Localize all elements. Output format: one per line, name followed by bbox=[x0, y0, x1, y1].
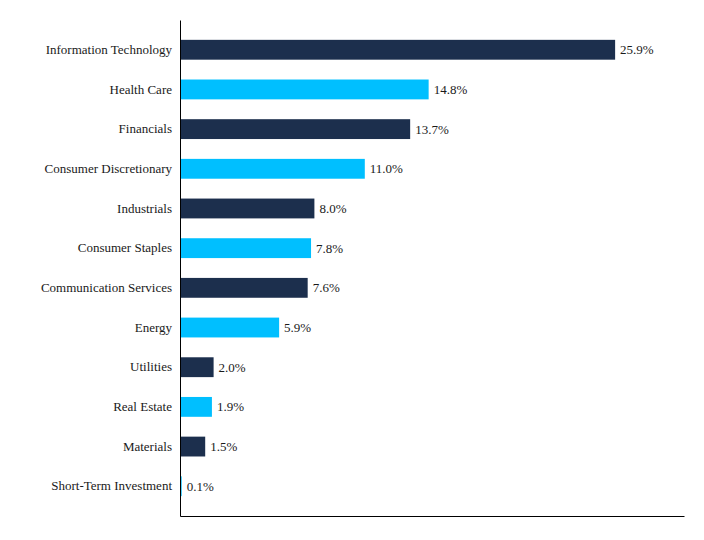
y-tick-label: Financials bbox=[119, 121, 172, 136]
y-tick-label: Materials bbox=[123, 439, 172, 454]
data-label: 8.0% bbox=[319, 201, 346, 216]
data-label: 25.9% bbox=[620, 42, 654, 57]
x-axis-line bbox=[181, 516, 685, 517]
y-tick-label: Information Technology bbox=[46, 42, 173, 57]
bar bbox=[180, 437, 205, 457]
bar bbox=[180, 318, 279, 338]
y-tick-label: Energy bbox=[135, 320, 173, 335]
y-tick-label: Consumer Staples bbox=[78, 240, 172, 255]
y-tick-label: Health Care bbox=[110, 82, 173, 97]
bar bbox=[180, 40, 615, 60]
data-label: 2.0% bbox=[219, 360, 246, 375]
bar bbox=[180, 119, 410, 139]
bars bbox=[180, 40, 615, 496]
bar bbox=[180, 397, 212, 417]
data-labels: 25.9% 14.8% 13.7% 11.0% 8.0% 7.8% 7.6% 5.9% 2.0%… bbox=[187, 42, 654, 493]
data-label: 11.0% bbox=[370, 161, 403, 176]
plot: Information Technology Health Care Financi… bbox=[41, 21, 685, 517]
y-tick-label: Communication Services bbox=[41, 280, 172, 295]
y-tick-label: Short-Term Investment bbox=[51, 478, 172, 493]
y-tick: Materials bbox=[123, 439, 180, 454]
data-label: 1.9% bbox=[217, 399, 244, 414]
y-axis: Information Technology Health Care Financi… bbox=[41, 21, 181, 517]
y-tick-label: Industrials bbox=[117, 201, 172, 216]
bar bbox=[180, 80, 429, 100]
y-tick-label: Consumer Discretionary bbox=[45, 161, 173, 176]
y-tick: Financials bbox=[119, 121, 180, 136]
bar bbox=[180, 159, 365, 179]
y-tick: Industrials bbox=[117, 201, 180, 216]
bar bbox=[180, 278, 308, 298]
data-label: 13.7% bbox=[415, 122, 449, 137]
data-label: 0.1% bbox=[187, 479, 214, 494]
data-label: 7.8% bbox=[316, 241, 343, 256]
y-tick-label: Real Estate bbox=[113, 399, 172, 414]
y-tick: Energy bbox=[135, 320, 180, 335]
y-axis-line bbox=[180, 21, 181, 517]
y-tick: Utilities bbox=[130, 359, 180, 374]
chart: Information Technology Health Care Financi… bbox=[0, 0, 704, 540]
bar bbox=[180, 357, 214, 377]
y-tick: Consumer Discretionary bbox=[45, 161, 180, 176]
y-tick: Short-Term Investment bbox=[51, 478, 180, 493]
data-label: 1.5% bbox=[210, 439, 237, 454]
bar bbox=[180, 199, 314, 219]
y-tick: Communication Services bbox=[41, 280, 180, 295]
data-label: 5.9% bbox=[284, 320, 311, 335]
y-tick: Health Care bbox=[110, 82, 180, 97]
y-tick: Consumer Staples bbox=[78, 240, 180, 255]
y-tick: Information Technology bbox=[46, 42, 180, 57]
data-label: 14.8% bbox=[434, 82, 468, 97]
y-tick-label: Utilities bbox=[130, 359, 172, 374]
data-label: 7.6% bbox=[313, 280, 340, 295]
x-axis bbox=[181, 516, 685, 517]
bar bbox=[180, 238, 311, 258]
y-tick: Real Estate bbox=[113, 399, 180, 414]
